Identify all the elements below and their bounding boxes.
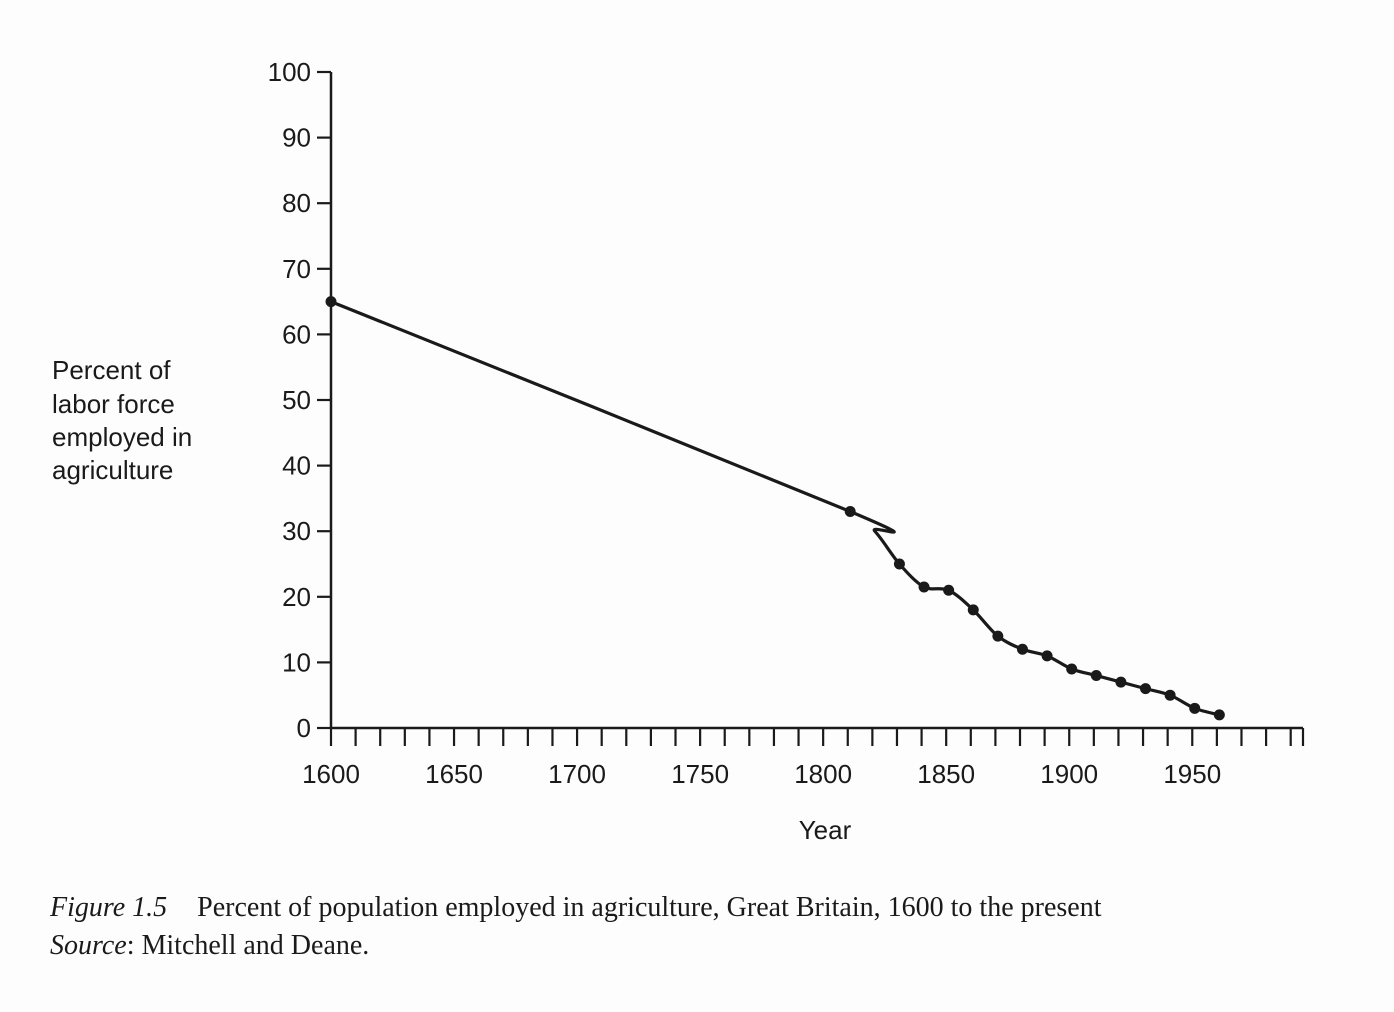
y-axis-title-line-1: Percent of <box>52 355 171 385</box>
data-point <box>1066 663 1078 675</box>
data-point <box>1140 683 1152 695</box>
y-tick-label: 0 <box>297 713 311 743</box>
data-point <box>943 584 955 596</box>
data-point <box>967 604 979 616</box>
y-tick-label: 50 <box>282 385 311 415</box>
data-point <box>1164 689 1176 701</box>
line-chart: 1600 1650 1700 1750 1800 1850 1900 1950 0 10 20 30… <box>268 57 1305 845</box>
data-point <box>844 506 856 518</box>
y-axis-title-line-2: labor force <box>52 389 175 419</box>
source-label: Source <box>50 930 127 961</box>
x-ticks: 1600 1650 1700 1750 1800 1850 1900 1950 <box>302 728 1305 789</box>
y-tick-label: 40 <box>282 451 311 481</box>
y-tick-label: 100 <box>268 57 311 87</box>
x-tick-label: 1650 <box>425 759 483 789</box>
y-axis-title-line-4: agriculture <box>52 455 174 485</box>
y-tick-label: 60 <box>282 319 311 349</box>
x-tick-label: 1850 <box>917 759 975 789</box>
data-point <box>893 558 905 570</box>
data-point <box>1189 702 1201 714</box>
x-tick-label: 1700 <box>548 759 606 789</box>
y-tick-label: 90 <box>282 123 311 153</box>
figure-caption: Figure 1.5 Percent of population employed… <box>50 892 1101 924</box>
source-text: : Mitchell and Deane. <box>126 930 370 961</box>
data-point <box>1016 643 1028 655</box>
data-point <box>1115 676 1127 688</box>
x-axis-title: Year <box>799 815 852 845</box>
series-layer <box>325 296 1225 721</box>
data-point <box>992 630 1004 642</box>
x-tick-label: 1950 <box>1163 759 1221 789</box>
figure-label: Figure 1.5 <box>50 892 168 923</box>
x-tick-label: 1750 <box>671 759 729 789</box>
y-tick-label: 70 <box>282 254 311 284</box>
y-tick-label: 80 <box>282 188 311 218</box>
y-ticks: 0 10 20 30 40 50 60 70 80 90 100 <box>268 57 331 743</box>
y-tick-label: 10 <box>282 647 311 677</box>
data-point <box>1090 670 1102 682</box>
series-line <box>330 300 1220 717</box>
data-point <box>918 581 930 593</box>
figure-text: Percent of population employed in agricu… <box>197 892 1102 923</box>
y-axis-title-line-3: employed in <box>52 422 193 452</box>
y-tick-label: 20 <box>282 582 311 612</box>
data-point <box>325 296 337 308</box>
x-tick-label: 1900 <box>1040 759 1098 789</box>
source-caption: Source: Mitchell and Deane. <box>50 930 369 962</box>
x-tick-label: 1600 <box>302 759 360 789</box>
data-point <box>1041 650 1053 662</box>
x-tick-label: 1800 <box>794 759 852 789</box>
y-tick-label: 30 <box>282 516 311 546</box>
data-point <box>1213 709 1225 721</box>
